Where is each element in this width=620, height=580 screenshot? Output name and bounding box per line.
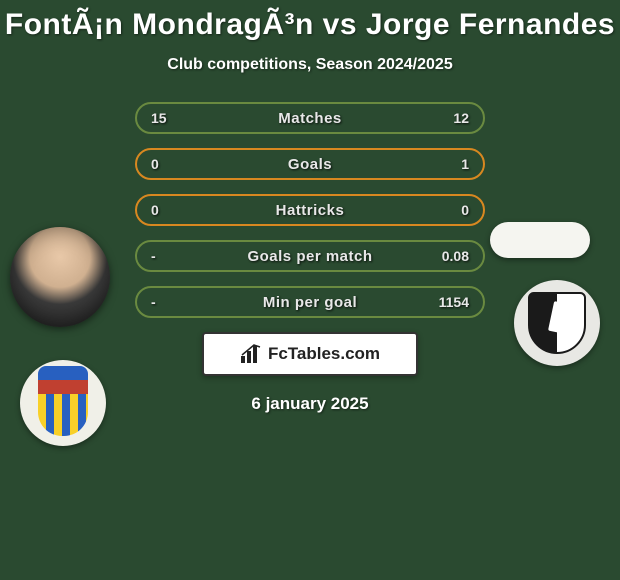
stat-label: Hattricks bbox=[276, 202, 345, 219]
subtitle: Club competitions, Season 2024/2025 bbox=[0, 56, 620, 74]
stat-value-right: 1154 bbox=[439, 294, 469, 310]
stat-value-left: 0 bbox=[151, 156, 159, 172]
player-right-avatar bbox=[490, 222, 590, 258]
stat-value-right: 1 bbox=[461, 156, 469, 172]
stat-value-right: 12 bbox=[453, 110, 469, 126]
stat-row: 15 Matches 12 bbox=[135, 102, 485, 134]
stat-value-left: - bbox=[151, 248, 156, 264]
page-title: FontÃ¡n MondragÃ³n vs Jorge Fernandes bbox=[0, 0, 620, 42]
stat-label: Goals bbox=[288, 156, 332, 173]
stat-value-right: 0 bbox=[461, 202, 469, 218]
club-right-crest-icon bbox=[514, 280, 600, 366]
stat-value-left: 15 bbox=[151, 110, 167, 126]
comparison-card: FontÃ¡n MondragÃ³n vs Jorge Fernandes Cl… bbox=[0, 0, 620, 450]
stat-value-left: 0 bbox=[151, 202, 159, 218]
bars-icon bbox=[240, 344, 262, 364]
stat-row: - Min per goal 1154 bbox=[135, 286, 485, 318]
stat-label: Matches bbox=[278, 110, 342, 127]
stat-bars: 15 Matches 12 0 Goals 1 0 Hattricks 0 - Goals per … bbox=[135, 102, 485, 318]
club-left-crest-icon bbox=[20, 360, 106, 446]
stat-row: - Goals per match 0.08 bbox=[135, 240, 485, 272]
stat-row: 0 Hattricks 0 bbox=[135, 194, 485, 226]
stats-area: 15 Matches 12 0 Goals 1 0 Hattricks 0 - Goals per … bbox=[0, 102, 620, 414]
branding-label: FcTables.com bbox=[268, 344, 380, 364]
stat-label: Min per goal bbox=[263, 294, 357, 311]
stat-row: 0 Goals 1 bbox=[135, 148, 485, 180]
stat-label: Goals per match bbox=[247, 248, 372, 265]
stat-value-right: 0.08 bbox=[442, 248, 469, 264]
branding-box[interactable]: FcTables.com bbox=[202, 332, 418, 376]
stat-value-left: - bbox=[151, 294, 156, 310]
player-left-avatar bbox=[10, 227, 110, 327]
